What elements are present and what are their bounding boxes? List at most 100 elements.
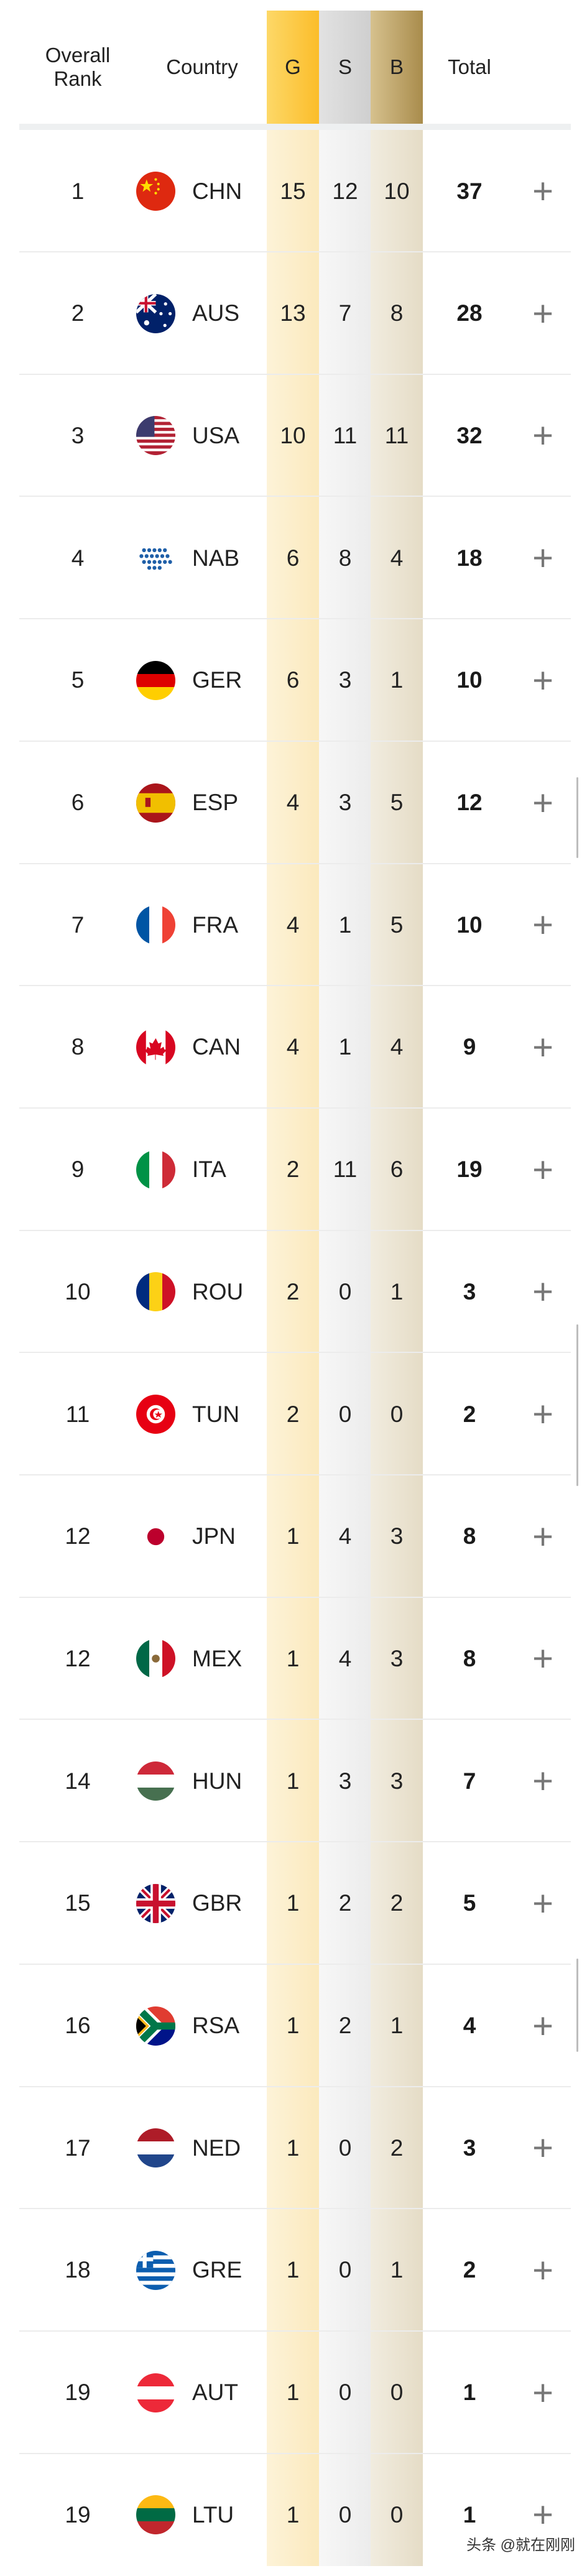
country-code[interactable]: JPN — [192, 1523, 236, 1549]
country-code[interactable]: HUN — [192, 1768, 243, 1794]
plus-icon[interactable]: + — [532, 1272, 553, 1313]
country-code[interactable]: ROU — [192, 1278, 244, 1304]
bronze-count: 5 — [390, 912, 404, 938]
row-divider — [19, 1474, 571, 1475]
plus-icon[interactable]: + — [532, 293, 553, 334]
header-rank[interactable]: Overall Rank — [45, 44, 111, 90]
bronze-count: 1 — [390, 667, 404, 693]
plus-icon[interactable]: + — [532, 1516, 553, 1557]
table-row[interactable]: 18 GRE 1 0 1 2 + — [0, 2209, 587, 2332]
watermark: 头条 @就在刚刚 — [466, 2537, 576, 2554]
country-code[interactable]: GRE — [192, 2257, 243, 2283]
scrollbar[interactable] — [576, 777, 578, 858]
rank: 7 — [71, 912, 85, 938]
bronze-count: 4 — [390, 1034, 404, 1060]
table-row[interactable]: 16 RSA 1 2 1 4 + — [0, 1965, 587, 2087]
table-row[interactable]: 5 GER 6 3 1 10 + — [0, 619, 587, 742]
gold-count: 1 — [286, 2380, 300, 2406]
total-count: 32 — [456, 422, 483, 448]
header-total[interactable]: Total — [448, 55, 491, 78]
header-gold[interactable]: G — [285, 55, 301, 78]
total-count: 10 — [456, 667, 483, 693]
table-row[interactable]: 6 ESP 4 3 5 12 + — [0, 742, 587, 864]
plus-icon[interactable]: + — [532, 660, 553, 701]
header-bronze[interactable]: B — [389, 55, 404, 78]
row-divider — [19, 373, 571, 375]
country-code[interactable]: AUT — [192, 2380, 238, 2406]
plus-icon[interactable]: + — [532, 415, 553, 456]
table-row[interactable]: 8 CAN 4 1 4 9 + — [0, 986, 587, 1109]
table-row[interactable]: 3 USA 10 11 11 32 + — [0, 374, 587, 497]
plus-icon[interactable]: + — [532, 782, 553, 823]
flag-aus-icon — [136, 293, 175, 333]
table-row[interactable]: 4 NAB 6 8 4 18 + — [0, 497, 587, 620]
plus-icon[interactable]: + — [532, 2495, 553, 2536]
country-code[interactable]: GER — [192, 667, 243, 693]
country-code[interactable]: GBR — [192, 1890, 243, 1916]
country-code[interactable]: FRA — [192, 912, 238, 938]
country-code[interactable]: CAN — [192, 1034, 241, 1060]
country-code[interactable]: CHN — [192, 178, 243, 204]
table-row[interactable]: 19 LTU 1 0 0 1 + — [0, 2454, 587, 2576]
country-code[interactable]: NAB — [192, 545, 240, 571]
country-code[interactable]: NED — [192, 2135, 241, 2161]
silver-count: 3 — [338, 1768, 352, 1794]
bronze-count: 2 — [390, 2135, 404, 2161]
silver-count: 2 — [338, 2013, 352, 2038]
row-divider — [19, 1963, 571, 1965]
country-code[interactable]: ESP — [192, 790, 239, 815]
table-row[interactable]: 12 JPN 1 4 3 8 + — [0, 1475, 587, 1598]
row-divider — [19, 985, 571, 987]
scrollbar[interactable] — [576, 1324, 578, 1486]
plus-icon[interactable]: + — [532, 2005, 553, 2046]
row-divider — [19, 1107, 571, 1109]
country-code[interactable]: USA — [192, 422, 240, 448]
plus-icon[interactable]: + — [532, 1149, 553, 1190]
table-row[interactable]: 15 GBR 1 2 2 5 + — [0, 1842, 587, 1965]
plus-icon[interactable]: + — [532, 905, 553, 946]
rank: 16 — [65, 2013, 91, 2038]
plus-icon[interactable]: + — [532, 1761, 553, 1802]
bronze-count: 1 — [390, 1278, 404, 1304]
table-row[interactable]: 17 NED 1 0 2 3 + — [0, 2087, 587, 2210]
table-row[interactable]: 7 FRA 4 1 5 10 + — [0, 864, 587, 987]
plus-icon[interactable]: + — [532, 2372, 553, 2413]
table-row[interactable]: 10 ROU 2 0 1 3 + — [0, 1230, 587, 1354]
table-row[interactable]: 2 AUS 13 7 8 28 + — [0, 252, 587, 375]
flag-fra-icon — [136, 905, 175, 945]
country-code[interactable]: RSA — [192, 2013, 240, 2038]
table-row[interactable]: 19 AUT 1 0 0 1 + — [0, 2332, 587, 2454]
rank: 4 — [71, 545, 85, 571]
plus-icon[interactable]: + — [532, 538, 553, 579]
plus-icon[interactable]: + — [532, 1883, 553, 1924]
gold-count: 1 — [286, 1645, 300, 1671]
country-code[interactable]: LTU — [192, 2501, 234, 2528]
silver-count: 2 — [338, 1890, 352, 1916]
table-row[interactable]: 1 CHN 15 12 10 37 + — [0, 130, 587, 252]
country-code[interactable]: AUS — [192, 300, 240, 326]
table-row[interactable]: 11 TUN 2 0 0 2 + — [0, 1353, 587, 1475]
plus-icon[interactable]: + — [532, 171, 553, 211]
country-code[interactable]: MEX — [192, 1645, 243, 1671]
gold-count: 1 — [286, 2013, 300, 2038]
gold-header-bg — [267, 11, 319, 124]
bronze-count: 10 — [384, 178, 410, 204]
plus-icon[interactable]: + — [532, 2250, 553, 2291]
country-code[interactable]: ITA — [192, 1156, 226, 1183]
plus-icon[interactable]: + — [532, 1394, 553, 1434]
header-country[interactable]: Country — [166, 55, 238, 78]
scrollbar[interactable] — [576, 1959, 578, 2052]
table-row[interactable]: 14 HUN 1 3 3 7 + — [0, 1720, 587, 1843]
plus-icon[interactable]: + — [532, 1027, 553, 1068]
plus-icon[interactable]: + — [532, 1638, 553, 1679]
country-code[interactable]: TUN — [192, 1401, 240, 1427]
table-row[interactable]: 12 MEX 1 4 3 8 + — [0, 1597, 587, 1720]
plus-icon[interactable]: + — [532, 2128, 553, 2169]
total-count: 37 — [456, 178, 483, 204]
table-row[interactable]: 9 ITA 2 11 6 19 + — [0, 1109, 587, 1231]
silver-count: 1 — [338, 1034, 352, 1060]
bronze-count: 1 — [390, 2257, 404, 2283]
header-silver[interactable]: S — [338, 55, 352, 78]
silver-count: 0 — [338, 2501, 352, 2528]
flag-tun-icon — [136, 1395, 175, 1434]
